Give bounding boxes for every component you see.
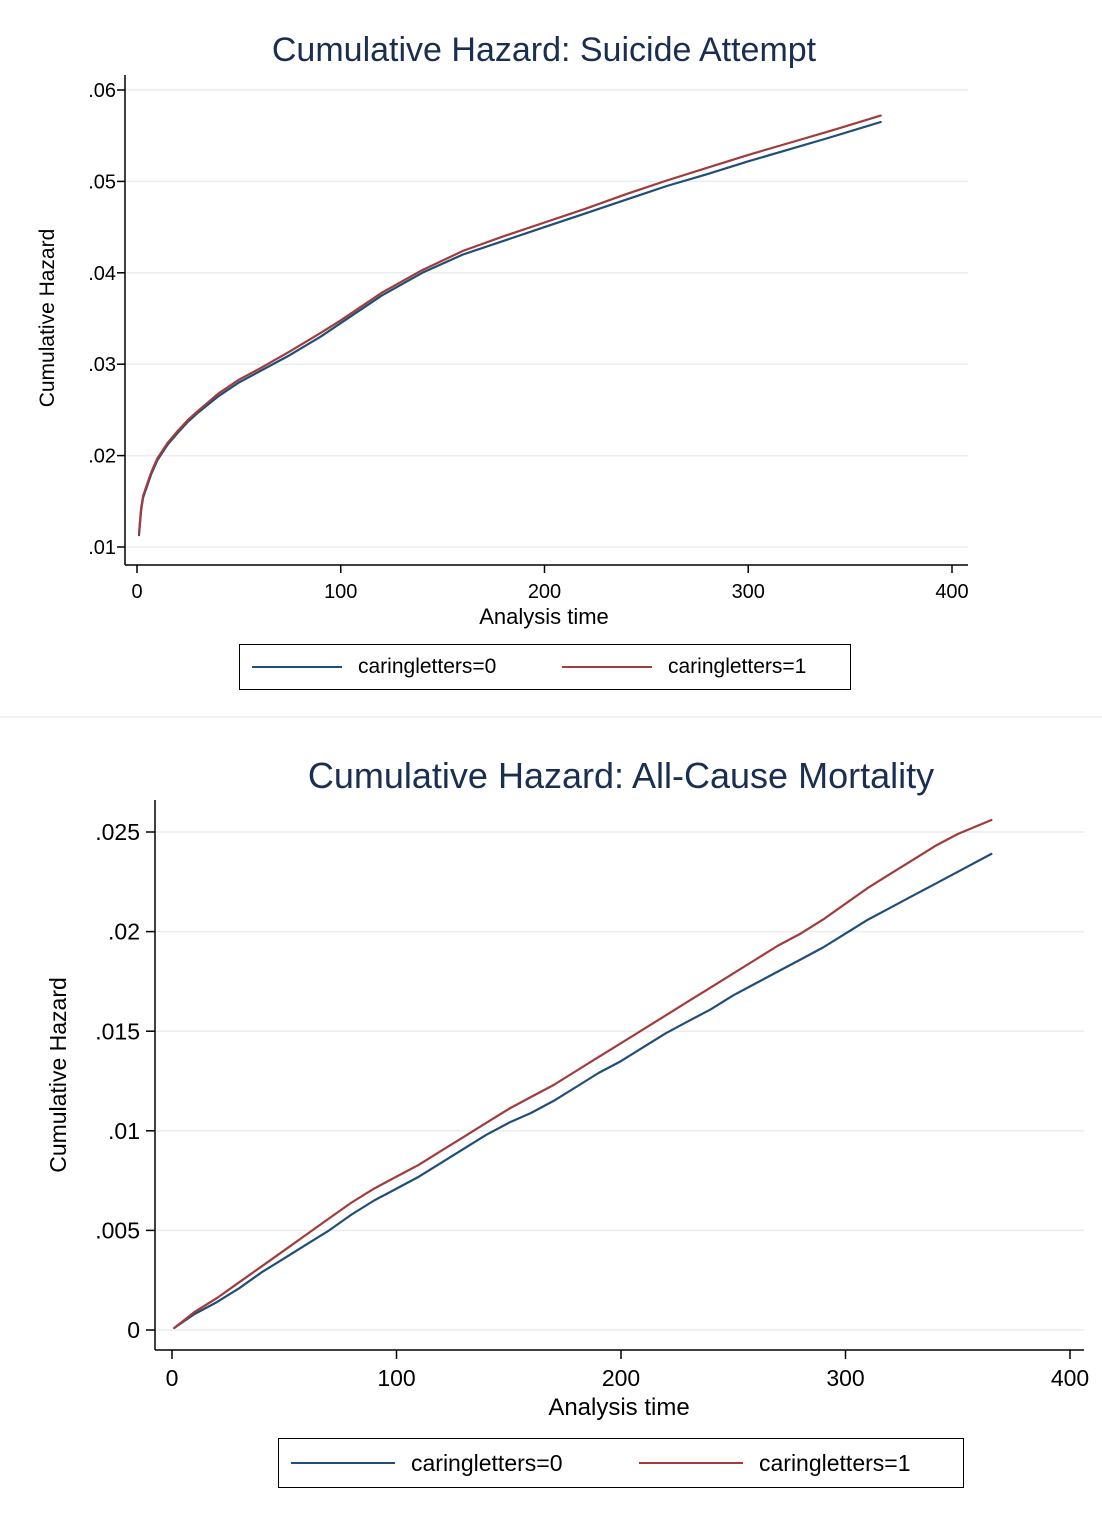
x-tick-label: 0 <box>131 581 142 603</box>
y-tick-label: .03 <box>88 354 116 376</box>
legend-label: caringletters=0 <box>411 1449 563 1476</box>
chart-all-cause-mortality: Cumulative Hazard: All-Cause Mortality C… <box>0 722 1102 1522</box>
legend-item-1: caringletters=1 <box>639 1439 911 1487</box>
legend-label: caringletters=1 <box>759 1449 911 1476</box>
legend-item-0: caringletters=0 <box>291 1439 563 1487</box>
legend-item-1: caringletters=1 <box>562 645 806 689</box>
x-tick-label: 0 <box>166 1365 179 1391</box>
y-tick-label: 0 <box>127 1317 140 1343</box>
x-axis-label: Analysis time <box>548 1394 690 1421</box>
x-tick-label: 100 <box>377 1365 415 1391</box>
legend-swatch <box>252 666 342 668</box>
x-tick-label: 200 <box>528 581 561 603</box>
y-tick-label: .02 <box>88 446 116 468</box>
y-tick-label: .005 <box>95 1217 140 1243</box>
legend-label: caringletters=1 <box>668 655 807 678</box>
legend: caringletters=0 caringletters=1 <box>278 1438 964 1488</box>
y-tick-label: .04 <box>88 263 116 285</box>
x-tick-label: 300 <box>826 1365 864 1391</box>
y-tick-label: .05 <box>88 171 116 193</box>
y-tick-label: .025 <box>95 819 140 845</box>
y-tick-label: .06 <box>88 80 116 102</box>
y-tick-label: .015 <box>95 1018 140 1044</box>
series-line-caringletters-1 <box>173 818 993 1330</box>
y-tick-label: .02 <box>108 919 140 945</box>
legend-swatch <box>562 666 652 668</box>
plot-area: 0 .005 .01 .015 .02 .025 0 100 200 300 400 <box>95 800 1089 1391</box>
series-line-caringletters-0 <box>137 120 882 537</box>
plot-area: .01 .02 .03 .04 .05 .06 0 100 200 300 400 <box>88 75 969 603</box>
chart-title: Cumulative Hazard: Suicide Attempt <box>271 31 817 69</box>
x-tick-label: 400 <box>935 581 968 603</box>
x-tick-label: 300 <box>732 581 765 603</box>
series-line-caringletters-1 <box>137 114 882 535</box>
x-tick-label: 400 <box>1051 1365 1089 1391</box>
chart-suicide-attempt: Cumulative Hazard: Suicide Attempt Cumul… <box>0 0 1102 712</box>
x-tick-label: 200 <box>602 1365 640 1391</box>
x-tick-label: 100 <box>324 581 357 603</box>
legend-swatch <box>291 1462 395 1464</box>
chart-title: Cumulative Hazard: All-Cause Mortality <box>307 755 935 796</box>
legend-item-0: caringletters=0 <box>252 645 496 689</box>
legend-swatch <box>639 1462 743 1464</box>
y-tick-label: .01 <box>108 1118 140 1144</box>
x-axis-label: Analysis time <box>479 604 609 629</box>
series-line-caringletters-0 <box>173 852 993 1330</box>
legend-label: caringletters=0 <box>358 655 497 678</box>
legend: caringletters=0 caringletters=1 <box>239 644 851 690</box>
panel-divider <box>0 716 1102 718</box>
y-tick-label: .01 <box>88 537 116 559</box>
